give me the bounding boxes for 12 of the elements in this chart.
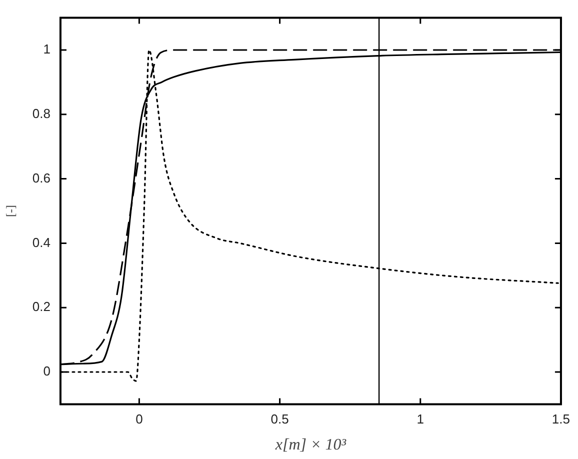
y-tick-label: 0.4 [32,234,50,250]
y-axis-title: [-] [3,205,18,217]
y-tick-label: 0.8 [32,106,50,121]
y-tick-label: 0.6 [32,170,50,186]
x-tick-label: 0.5 [270,412,289,427]
y-tick-label: 0 [43,364,50,379]
y-tick-label: 0.2 [32,299,50,314]
x-tick-label: 1.5 [552,412,570,427]
x-tick-label: 0 [136,412,143,427]
x-tick-label: 1 [416,412,424,427]
x-axis-title: x[m] × 10³ [274,436,346,454]
y-tick-label: 1 [43,42,50,57]
